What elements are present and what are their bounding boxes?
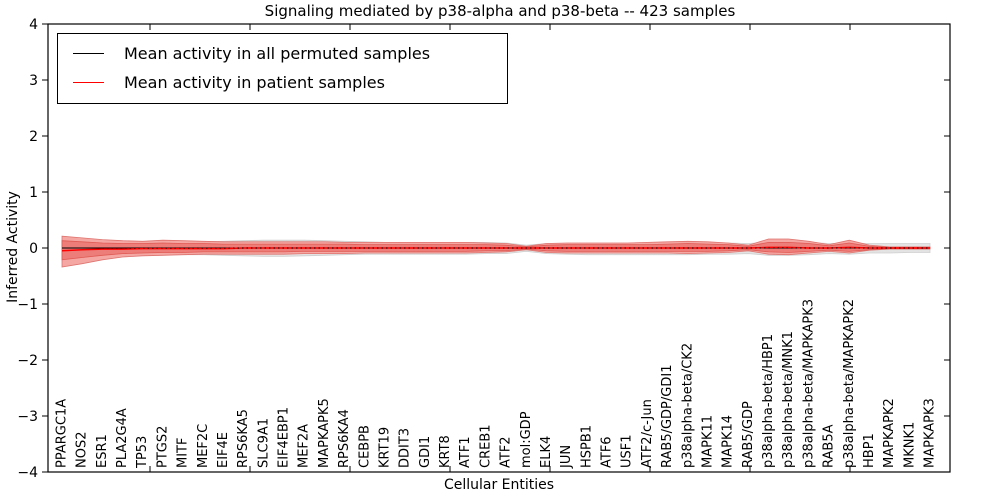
x-category-label: HSPB1 [579, 425, 594, 468]
x-category-label: RPS6KA4 [337, 409, 352, 468]
x-category-label: ATF1 [458, 436, 473, 468]
x-category-label: USF1 [620, 434, 635, 468]
x-category-label: ESR1 [95, 434, 110, 468]
x-category-label: TP53 [135, 436, 150, 469]
x-category-label: RAB5A [822, 424, 837, 468]
x-category-label: CREB1 [478, 424, 493, 468]
legend-entry-permuted: Mean activity in all permuted samples [58, 39, 507, 68]
x-category-label: PTGS2 [155, 426, 170, 468]
x-category-label: p38alpha-beta/CK2 [680, 343, 695, 468]
y-tick-label: 2 [29, 129, 38, 145]
x-category-label: p38alpha-beta/MAPKAPK2 [842, 299, 857, 468]
x-category-label: RAB5/GDP [741, 401, 756, 468]
legend-entry-patient: Mean activity in patient samples [58, 68, 507, 97]
x-category-label: NOS2 [75, 432, 90, 468]
x-category-label: CEBPB [357, 425, 372, 468]
patient-line-swatch [73, 82, 104, 83]
x-category-label: MAPKAPK3 [923, 398, 938, 468]
x-category-label: EIF4E [216, 432, 231, 468]
x-category-label: JUN [559, 445, 574, 469]
x-category-label: HBP1 [862, 433, 877, 468]
x-category-label: PLA2G4A [115, 408, 130, 468]
x-category-label: DDIT3 [398, 428, 413, 468]
x-category-label: p38alpha-beta/MAPKAPK3 [801, 299, 816, 468]
x-category-label: ATF6 [600, 436, 615, 468]
x-category-label: ELK4 [539, 436, 554, 468]
x-category-label: KRT19 [378, 427, 393, 468]
x-category-label: SLC9A1 [256, 418, 271, 468]
series-line-1 [61, 246, 930, 252]
y-tick-label: 0 [29, 241, 38, 257]
x-category-label: RAB5/GDP/GDI1 [660, 365, 675, 468]
x-category-label: GDI1 [418, 436, 433, 468]
y-tick-label: 1 [29, 185, 38, 201]
x-category-label: PPARGC1A [55, 399, 70, 468]
chart-title: Signaling mediated by p38-alpha and p38-… [264, 2, 736, 20]
x-category-label: MEF2A [297, 424, 312, 468]
x-category-label: ATF2 [499, 436, 514, 468]
y-tick-label: −1 [17, 297, 38, 313]
x-category-label: MKNK1 [902, 422, 917, 468]
x-category-label: EIF4EBP1 [277, 407, 292, 468]
x-category-label: MAPK14 [721, 415, 736, 468]
x-category-label: p38alpha-beta/HBP1 [761, 334, 776, 468]
x-category-label: MITF [176, 438, 191, 468]
legend: Mean activity in all permuted samples Me… [57, 33, 508, 104]
permuted-line-swatch [73, 53, 104, 54]
y-tick-label: 3 [29, 73, 38, 89]
x-category-label: MAPKAPK2 [882, 398, 897, 468]
x-category-label: RPS6KA5 [236, 409, 251, 468]
x-category-label: MEF2C [196, 424, 211, 468]
x-category-label: ATF2/c-Jun [640, 399, 655, 468]
x-category-label: mol:GDP [519, 411, 534, 468]
legend-label-patient: Mean activity in patient samples [124, 73, 385, 92]
y-axis-title: Inferred Activity [5, 191, 21, 303]
x-category-label: MAPK11 [701, 415, 716, 468]
y-tick-label: −4 [17, 465, 38, 481]
x-category-label: MAPKAPK5 [317, 398, 332, 468]
x-category-label: p38alpha-beta/MNK1 [781, 331, 796, 468]
x-category-label: KRT8 [438, 435, 453, 468]
y-tick-label: 4 [29, 17, 38, 33]
y-tick-label: −3 [17, 409, 38, 425]
y-tick-label: −2 [17, 353, 38, 369]
x-axis-title: Cellular Entities [443, 477, 555, 493]
legend-label-permuted: Mean activity in all permuted samples [124, 44, 431, 63]
